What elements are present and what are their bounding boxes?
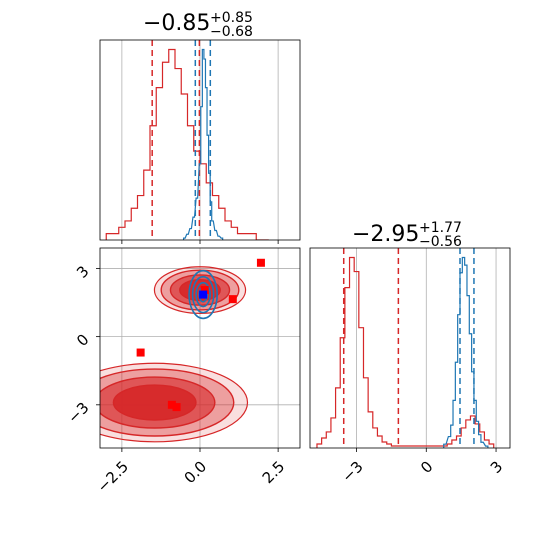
truth-marker-5	[172, 403, 181, 412]
blue-contour-0	[188, 269, 218, 320]
blue-contour-1	[191, 275, 215, 314]
panel-bottom-left-scatter: −2.5 0.0 2.5 3 0 −3	[64, 247, 301, 496]
br-frame	[309, 247, 511, 449]
tl-hist-series-1	[182, 48, 224, 240]
tl-title-value: −0.85	[143, 11, 210, 36]
truth-marker-0	[256, 258, 265, 267]
truth-marker-2	[228, 295, 237, 304]
truth-marker-4	[167, 400, 176, 409]
br-xtick-label: −3	[338, 458, 366, 486]
br-xtick-label: 3	[487, 458, 506, 477]
bl-xtick-label: 0.0	[181, 458, 211, 488]
bl-ytick-label: 0	[73, 330, 92, 349]
br-plot-area	[316, 248, 495, 448]
br-title: −2.95 +1.77 −0.56	[352, 220, 462, 250]
blue-marker	[199, 290, 208, 299]
br-hist-series-0	[316, 256, 495, 448]
tl-plot-area	[105, 40, 269, 240]
tl-title: −0.85 +0.85 −0.68	[143, 10, 253, 40]
tl-title-upper: +0.85	[210, 10, 253, 26]
br-hist-series-1	[443, 256, 489, 448]
bl-ytick-label: 3	[73, 262, 92, 281]
panel-top-left-histogram	[99, 39, 301, 244]
red-contour-1-3	[112, 384, 197, 421]
bl-xtick-label: 2.5	[259, 458, 289, 488]
br-title-value: −2.95	[352, 222, 419, 247]
br-title-upper: +1.77	[419, 220, 462, 236]
bl-plot-area	[100, 258, 265, 443]
bl-ytick-label: −3	[64, 399, 92, 427]
br-xtick-label: 0	[417, 458, 436, 477]
bl-xtick-label: −2.5	[94, 458, 132, 496]
tl-title-lower: −0.68	[210, 24, 253, 40]
tl-hist-series-0	[105, 48, 269, 240]
blue-contour-2	[195, 281, 211, 308]
truth-marker-1	[200, 286, 209, 295]
panel-bottom-right-histogram: −3 0 3	[309, 247, 511, 486]
truth-marker-3	[136, 348, 145, 357]
br-title-lower: −0.56	[419, 234, 462, 250]
